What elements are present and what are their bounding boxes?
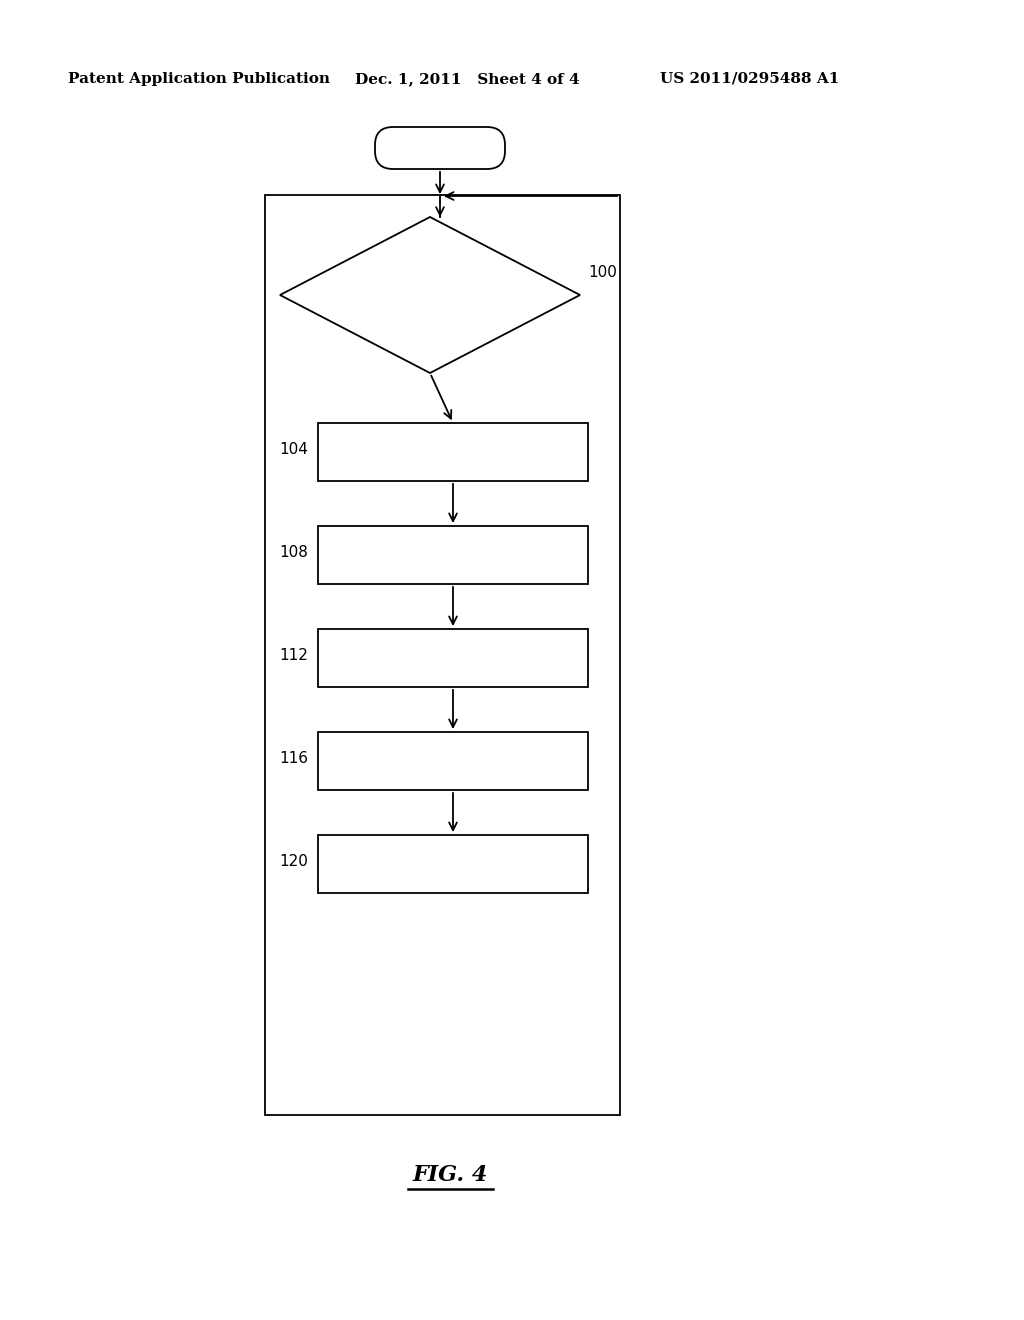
- FancyBboxPatch shape: [318, 836, 588, 894]
- Text: Patent Application Publication: Patent Application Publication: [68, 73, 330, 86]
- FancyBboxPatch shape: [318, 630, 588, 686]
- Text: 108: 108: [280, 545, 308, 560]
- FancyBboxPatch shape: [375, 127, 505, 169]
- FancyBboxPatch shape: [318, 422, 588, 480]
- FancyBboxPatch shape: [318, 525, 588, 583]
- Text: 104: 104: [280, 442, 308, 457]
- Text: 100: 100: [588, 265, 616, 280]
- Text: 112: 112: [280, 648, 308, 663]
- FancyBboxPatch shape: [265, 195, 620, 1115]
- Polygon shape: [280, 216, 580, 374]
- FancyBboxPatch shape: [318, 733, 588, 789]
- Text: 116: 116: [279, 751, 308, 766]
- Text: Dec. 1, 2011   Sheet 4 of 4: Dec. 1, 2011 Sheet 4 of 4: [355, 73, 580, 86]
- Text: US 2011/0295488 A1: US 2011/0295488 A1: [660, 73, 840, 86]
- Text: FIG. 4: FIG. 4: [413, 1164, 487, 1185]
- Text: 120: 120: [280, 854, 308, 869]
